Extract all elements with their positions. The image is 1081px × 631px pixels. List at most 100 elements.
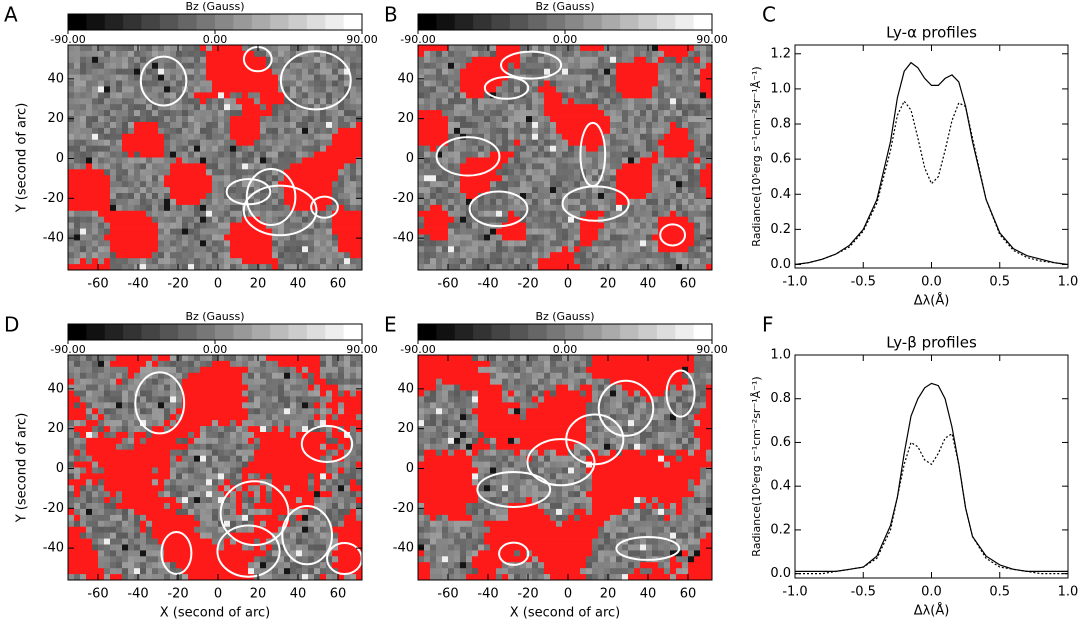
pixel (568, 235, 574, 241)
pixel (460, 116, 466, 122)
pixel (628, 81, 634, 87)
pixel (266, 252, 272, 258)
pixel (496, 211, 502, 217)
pixel (326, 158, 332, 164)
pixel (574, 140, 580, 146)
pixel (610, 122, 616, 128)
pixel (176, 104, 182, 110)
pixel (592, 45, 598, 51)
pixel (170, 258, 176, 264)
pixel (676, 45, 682, 51)
pixel (146, 479, 152, 485)
pixel (658, 116, 664, 122)
pixel (122, 75, 128, 81)
pixel (68, 86, 74, 92)
pixel (182, 134, 188, 140)
pixel (212, 86, 218, 92)
pixel (290, 158, 296, 164)
pixel (314, 152, 320, 158)
pixel (116, 444, 122, 450)
pixel (320, 373, 326, 379)
pixel (176, 128, 182, 134)
pixel (86, 229, 92, 235)
pixel (448, 211, 454, 217)
pixel (592, 205, 598, 211)
pixel (230, 420, 236, 426)
pixel (86, 69, 92, 75)
pixel (338, 420, 344, 426)
pixel (194, 420, 200, 426)
pixel (490, 181, 496, 187)
pixel (628, 45, 634, 51)
pixel (266, 217, 272, 223)
pixel (308, 81, 314, 87)
pixel (332, 128, 338, 134)
pixel (430, 98, 436, 104)
pixel (532, 140, 538, 146)
pixel (490, 57, 496, 63)
pixel (260, 408, 266, 414)
pixel (122, 240, 128, 246)
pixel (508, 128, 514, 134)
pixel (176, 432, 182, 438)
pixel (592, 75, 598, 81)
pixel (586, 134, 592, 140)
pixel (580, 235, 586, 241)
pixel (418, 223, 424, 229)
pixel (254, 367, 260, 373)
pixel (622, 51, 628, 57)
pixel (634, 57, 640, 63)
pixel (158, 110, 164, 116)
pixel (104, 450, 110, 456)
pixel (350, 57, 356, 63)
pixel (532, 146, 538, 152)
pixel (646, 264, 652, 270)
pixel (484, 199, 490, 205)
pixel (230, 211, 236, 217)
pixel (236, 163, 242, 169)
pixel (128, 246, 134, 252)
pixel (128, 86, 134, 92)
pixel (302, 116, 308, 122)
pixel (110, 450, 116, 456)
pixel (302, 181, 308, 187)
pixel (442, 229, 448, 235)
pixel (460, 146, 466, 152)
pixel (74, 444, 80, 450)
pixel (110, 223, 116, 229)
pixel (176, 408, 182, 414)
pixel (110, 175, 116, 181)
pixel (586, 229, 592, 235)
pixel (670, 81, 676, 87)
pixel (188, 414, 194, 420)
pixel (212, 211, 218, 217)
pixel (436, 205, 442, 211)
pixel (230, 456, 236, 462)
pixel (622, 134, 628, 140)
pixel (314, 169, 320, 175)
pixel (484, 116, 490, 122)
pixel (152, 235, 158, 241)
pixel (158, 426, 164, 432)
x-axis-label: Δλ(Å) (914, 293, 950, 309)
pixel (104, 140, 110, 146)
pixel (170, 199, 176, 205)
pixel (640, 193, 646, 199)
pixel (188, 152, 194, 158)
pixel (266, 414, 272, 420)
pixel (526, 152, 532, 158)
pixel (314, 75, 320, 81)
pixel (676, 211, 682, 217)
pixel (430, 181, 436, 187)
pixel (682, 181, 688, 187)
pixel (80, 229, 86, 235)
pixel (688, 211, 694, 217)
pixel (460, 75, 466, 81)
pixel (230, 187, 236, 193)
pixel (116, 57, 122, 63)
colorbar-step (233, 14, 252, 30)
pixel (266, 240, 272, 246)
pixel (218, 223, 224, 229)
pixel (326, 229, 332, 235)
pixel (508, 63, 514, 69)
